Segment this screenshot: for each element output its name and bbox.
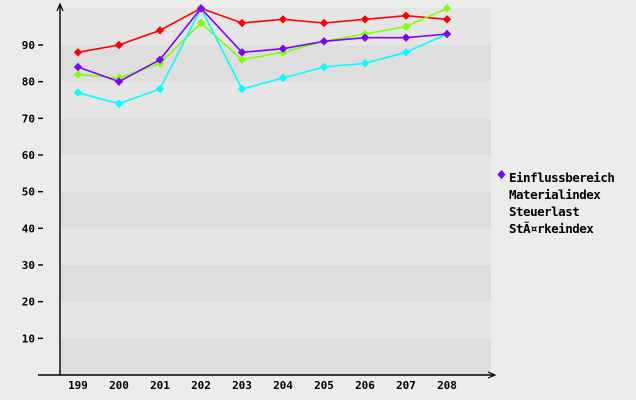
y-axis-arrow-icon [56,2,64,12]
legend-label: Einflussbereich [509,170,615,185]
legend-label: Materialindex [509,187,601,202]
legend-diamond-icon [496,170,507,200]
x-axis-label: 208 [437,379,457,392]
y-axis-label: 50 [22,186,35,199]
series-line-steuerlast [77,6,448,105]
data-point-marker-steuerlast [237,84,247,94]
legend-item: Steuerlast [496,170,614,220]
x-axis-label: 200 [109,379,129,392]
legend: Einflussbereich Materialindex Steuerlast St… [496,169,615,237]
y-axis-label: 80 [22,76,35,89]
data-point-marker-steuerlast [155,84,165,94]
data-point-marker-einflussbereich [360,15,370,24]
legend-diamond-icon [496,170,507,217]
legend-diamond-icon [496,170,507,234]
data-point-marker-einflussbereich [155,26,165,35]
data-point-marker-st-rkeindex [196,4,206,13]
y-axis-label: 90 [22,39,35,52]
legend-item: StÃ¤rkeindex [496,170,614,237]
data-point-marker-st-rkeindex [155,55,165,64]
data-point-marker-einflussbereich [401,11,411,20]
y-axis-label: 40 [22,222,35,235]
data-point-marker-materialindex [442,4,452,13]
data-point-marker-materialindex [196,18,206,28]
series-line-einflussbereich [77,7,448,54]
x-axis-label: 203 [232,379,252,392]
y-axis-label: 20 [22,296,35,309]
y-axis-label: 10 [22,332,35,345]
data-point-marker-einflussbereich [114,40,124,50]
data-point-marker-st-rkeindex [114,77,124,86]
data-point-marker-st-rkeindex [401,33,411,42]
x-axis-label: 199 [68,379,88,392]
data-point-marker-st-rkeindex [278,44,288,53]
legend-item: Einflussbereich [496,169,615,186]
y-axis-label: 60 [22,149,35,162]
data-point-marker-einflussbereich [319,18,329,28]
data-point-marker-materialindex [237,55,247,64]
data-point-marker-steuerlast [73,88,83,97]
data-point-marker-materialindex [73,70,83,79]
data-point-marker-steuerlast [319,62,329,72]
data-point-marker-steuerlast [114,99,124,108]
legend-label: Steuerlast [509,204,580,219]
y-axis-label: 70 [22,112,35,125]
x-axis-label: 201 [150,379,170,392]
data-point-marker-materialindex [401,22,411,31]
x-axis-arrow-icon [487,371,497,379]
x-axis-label: 206 [355,379,375,392]
data-point-marker-einflussbereich [442,15,452,24]
data-point-marker-steuerlast [360,59,370,68]
series-line-st-rkeindex [77,7,448,83]
grid-band [60,265,491,302]
data-point-marker-einflussbereich [73,48,83,57]
data-point-marker-einflussbereich [237,18,247,28]
x-axis-label: 205 [314,379,334,392]
data-point-marker-steuerlast [401,48,411,57]
data-point-marker-st-rkeindex [442,29,452,39]
y-axis-label: 30 [22,259,35,272]
data-point-marker-steuerlast [278,73,288,83]
data-point-marker-st-rkeindex [360,33,370,42]
x-axis-label: 207 [396,379,416,392]
grid-band [60,191,491,229]
data-point-marker-st-rkeindex [319,37,329,46]
grid-band [60,118,491,155]
grid-band [60,338,491,375]
data-point-marker-einflussbereich [278,15,288,24]
legend-label: StÃ¤rkeindex [509,221,594,236]
x-axis-label: 204 [273,379,293,392]
legend-item: Materialindex [496,170,614,203]
x-axis-label: 202 [191,379,211,392]
data-point-marker-st-rkeindex [73,62,83,72]
data-point-marker-st-rkeindex [237,48,247,57]
